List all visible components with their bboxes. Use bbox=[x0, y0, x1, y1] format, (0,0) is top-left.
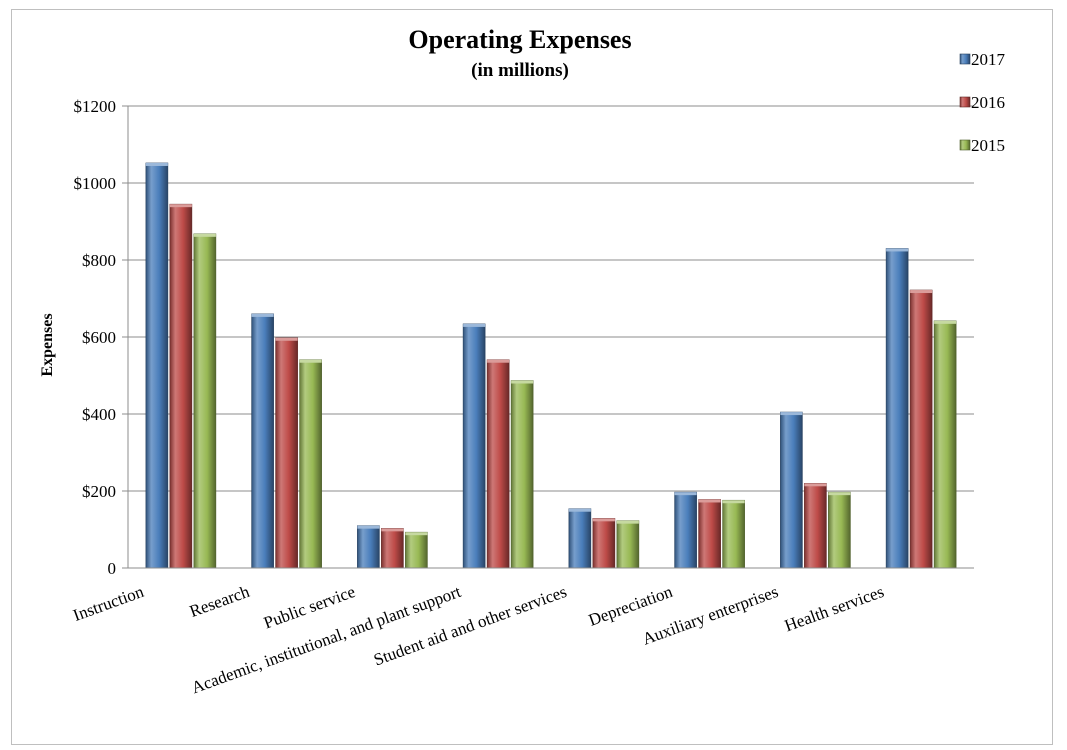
category-labels: Instruction Research Public serviceAcademi… bbox=[71, 582, 887, 698]
bar-top-2017 bbox=[674, 492, 697, 496]
legend-label-2016: 2016 bbox=[971, 93, 1005, 112]
y-tick-label: $1000 bbox=[74, 174, 117, 193]
bar-2015 bbox=[828, 491, 851, 569]
y-axis-title: Expenses bbox=[39, 313, 56, 376]
y-tick-label: $400 bbox=[82, 405, 116, 424]
bar-2016 bbox=[486, 359, 510, 569]
bar-2016 bbox=[592, 518, 616, 569]
bar-2015 bbox=[933, 320, 957, 569]
category-label: Research bbox=[187, 582, 253, 621]
bar-top-2016 bbox=[698, 499, 721, 503]
bar-2017 bbox=[462, 323, 486, 569]
bar-top-2017 bbox=[463, 323, 486, 327]
category-label: Student aid and other services bbox=[371, 582, 569, 670]
legend-swatch-2016 bbox=[959, 96, 971, 108]
legend-swatch-2015 bbox=[959, 139, 971, 151]
bar-2016 bbox=[804, 482, 827, 569]
bar-top-2017 bbox=[568, 508, 591, 512]
bar-2017 bbox=[568, 508, 592, 569]
bar-top-2015 bbox=[511, 380, 534, 384]
bar-2016 bbox=[909, 289, 933, 569]
legend-swatch-2017 bbox=[959, 53, 971, 65]
bar-top-2015 bbox=[828, 492, 851, 496]
bar-top-2016 bbox=[910, 290, 933, 294]
legend: 2017 2016 2015 bbox=[959, 50, 1006, 155]
bar-2016 bbox=[169, 203, 193, 569]
chart-frame: Operating Expenses (in millions) Expense… bbox=[11, 9, 1053, 745]
bar-top-2015 bbox=[616, 520, 639, 524]
bar-top-2016 bbox=[487, 359, 510, 363]
bar-top-2015 bbox=[934, 320, 957, 324]
y-axis-ticks: 0 $200 $400 $600 $800 $1000 $1200 bbox=[74, 97, 128, 578]
bar-top-2017 bbox=[886, 248, 909, 252]
bar-2016 bbox=[698, 499, 721, 569]
bar-top-2015 bbox=[193, 233, 216, 237]
bar-2015 bbox=[510, 380, 534, 569]
bar-top-2015 bbox=[299, 359, 322, 363]
bar-2015 bbox=[193, 233, 217, 569]
chart-title: Operating Expenses bbox=[408, 25, 631, 54]
bar-2015 bbox=[616, 520, 640, 569]
y-tick-label: $800 bbox=[82, 251, 116, 270]
bar-2017 bbox=[780, 411, 803, 569]
axes bbox=[127, 106, 974, 569]
bar-top-2015 bbox=[405, 532, 428, 536]
y-tick-label: $600 bbox=[82, 328, 116, 347]
category-label: Instruction bbox=[71, 582, 147, 625]
bar-top-2017 bbox=[780, 412, 803, 416]
chart-canvas: Operating Expenses (in millions) Expense… bbox=[39, 25, 1006, 698]
chart-subtitle: (in millions) bbox=[471, 60, 569, 81]
bar-2017 bbox=[251, 313, 274, 569]
y-tick-label: 0 bbox=[108, 559, 117, 578]
bars bbox=[145, 162, 957, 569]
bar-top-2016 bbox=[169, 204, 192, 208]
bar-2015 bbox=[722, 499, 745, 569]
bar-2015 bbox=[299, 359, 322, 569]
bar-top-2017 bbox=[357, 525, 380, 529]
bar-top-2016 bbox=[804, 483, 827, 487]
category-label: Health services bbox=[782, 582, 887, 636]
legend-label-2015: 2015 bbox=[971, 136, 1005, 155]
bar-2015 bbox=[405, 531, 428, 569]
y-tick-label: $200 bbox=[82, 482, 116, 501]
bar-top-2016 bbox=[592, 518, 615, 522]
y-tick-label: $1200 bbox=[74, 97, 117, 116]
bar-top-2017 bbox=[145, 162, 168, 166]
bar-2016 bbox=[381, 528, 404, 569]
bar-top-2017 bbox=[251, 313, 274, 317]
bar-2017 bbox=[145, 162, 169, 569]
bar-top-2016 bbox=[275, 337, 298, 341]
bar-2017 bbox=[674, 491, 697, 569]
bar-top-2016 bbox=[381, 528, 404, 532]
legend-label-2017: 2017 bbox=[971, 50, 1006, 69]
bar-2017 bbox=[885, 248, 909, 569]
bar-2016 bbox=[275, 337, 298, 569]
bar-top-2015 bbox=[722, 500, 745, 504]
bar-2017 bbox=[357, 525, 380, 569]
